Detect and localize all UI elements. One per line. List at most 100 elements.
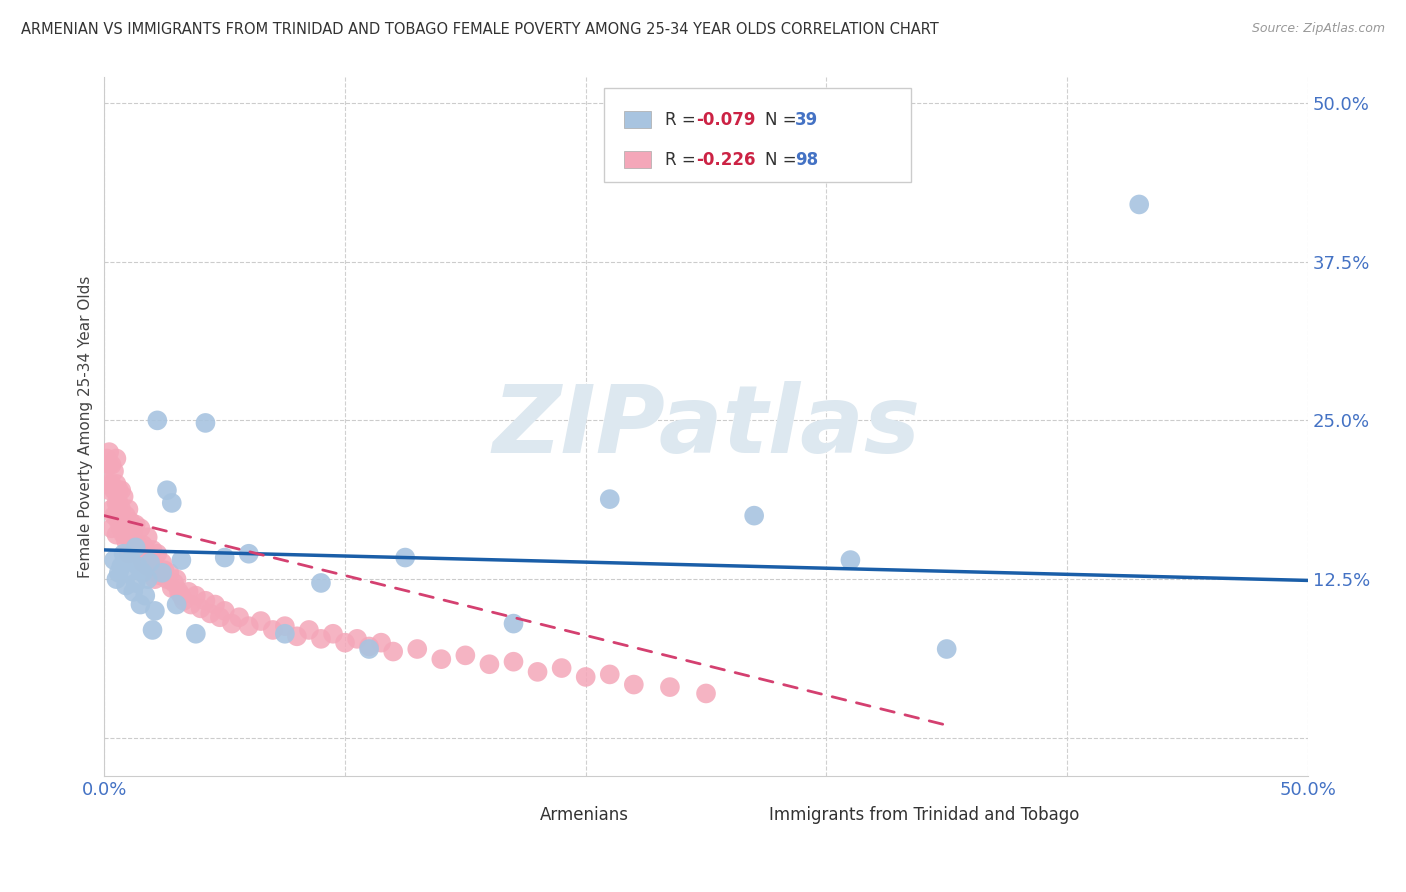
Point xyxy=(129,521,152,535)
Point xyxy=(132,556,155,570)
Point xyxy=(249,614,271,628)
Point xyxy=(112,527,135,541)
Point xyxy=(117,547,139,561)
Point xyxy=(136,559,159,574)
Point xyxy=(502,655,524,669)
Point xyxy=(96,451,118,466)
Point xyxy=(115,534,138,549)
Text: 98: 98 xyxy=(794,151,818,169)
Point xyxy=(100,458,122,472)
Point xyxy=(333,635,356,649)
Point xyxy=(194,416,217,430)
Point xyxy=(134,589,156,603)
Point xyxy=(180,598,202,612)
Point xyxy=(146,413,169,427)
Point xyxy=(124,517,146,532)
Point xyxy=(221,616,243,631)
Point xyxy=(160,581,183,595)
Point xyxy=(695,686,717,700)
Point xyxy=(167,585,190,599)
Text: -0.226: -0.226 xyxy=(696,151,756,169)
FancyBboxPatch shape xyxy=(624,112,651,128)
Point xyxy=(117,566,139,580)
Text: 39: 39 xyxy=(794,111,818,128)
Point xyxy=(228,610,250,624)
Point xyxy=(120,553,142,567)
Point xyxy=(120,534,142,549)
Point xyxy=(98,445,121,459)
Point xyxy=(454,648,477,663)
Point xyxy=(122,525,145,540)
Point xyxy=(149,568,172,582)
Point xyxy=(742,508,765,523)
Point xyxy=(184,626,207,640)
Point xyxy=(208,610,231,624)
Text: -0.079: -0.079 xyxy=(696,111,756,128)
Point xyxy=(108,515,131,529)
Point xyxy=(127,559,149,574)
Point xyxy=(184,589,207,603)
Point xyxy=(105,527,128,541)
Point xyxy=(285,629,308,643)
Point xyxy=(108,566,131,580)
Point xyxy=(623,677,645,691)
Point xyxy=(274,626,297,640)
Point xyxy=(132,538,155,552)
FancyBboxPatch shape xyxy=(603,88,911,182)
Point xyxy=(157,566,180,580)
Point xyxy=(100,476,122,491)
Point xyxy=(166,572,188,586)
Text: R =: R = xyxy=(665,151,702,169)
Point xyxy=(658,680,681,694)
Point xyxy=(502,616,524,631)
Text: Source: ZipAtlas.com: Source: ZipAtlas.com xyxy=(1251,22,1385,36)
Point xyxy=(370,635,392,649)
Point xyxy=(139,550,162,565)
Point xyxy=(194,593,217,607)
Point xyxy=(163,576,186,591)
Point xyxy=(146,563,169,577)
Point xyxy=(110,502,132,516)
Point xyxy=(103,553,125,567)
Point xyxy=(127,538,149,552)
Point xyxy=(150,556,173,570)
Point xyxy=(136,572,159,586)
Point xyxy=(139,556,162,570)
Point xyxy=(105,451,128,466)
Point xyxy=(238,619,260,633)
Point xyxy=(262,623,284,637)
Point xyxy=(112,490,135,504)
Text: ARMENIAN VS IMMIGRANTS FROM TRINIDAD AND TOBAGO FEMALE POVERTY AMONG 25-34 YEAR : ARMENIAN VS IMMIGRANTS FROM TRINIDAD AND… xyxy=(21,22,939,37)
Point xyxy=(124,541,146,555)
Point xyxy=(526,665,548,679)
Text: N =: N = xyxy=(765,151,801,169)
Point xyxy=(394,550,416,565)
Text: ZIPatlas: ZIPatlas xyxy=(492,381,920,473)
Point xyxy=(839,553,862,567)
Point xyxy=(120,515,142,529)
Point xyxy=(100,521,122,535)
Point xyxy=(599,492,621,507)
Point xyxy=(309,632,332,646)
Point xyxy=(146,547,169,561)
Point xyxy=(98,483,121,498)
Point xyxy=(124,576,146,591)
Point xyxy=(117,502,139,516)
FancyBboxPatch shape xyxy=(730,807,756,822)
Point xyxy=(200,607,222,621)
Text: Immigrants from Trinidad and Tobago: Immigrants from Trinidad and Tobago xyxy=(769,806,1078,824)
Point xyxy=(170,589,193,603)
Point xyxy=(214,550,236,565)
Point xyxy=(105,476,128,491)
FancyBboxPatch shape xyxy=(624,152,651,169)
Point xyxy=(166,598,188,612)
Text: R =: R = xyxy=(665,111,702,128)
Point xyxy=(156,572,179,586)
Point xyxy=(274,619,297,633)
Point xyxy=(117,521,139,535)
Point xyxy=(141,559,163,574)
Point xyxy=(322,626,344,640)
Point xyxy=(150,566,173,580)
Point xyxy=(214,604,236,618)
Point xyxy=(105,572,128,586)
